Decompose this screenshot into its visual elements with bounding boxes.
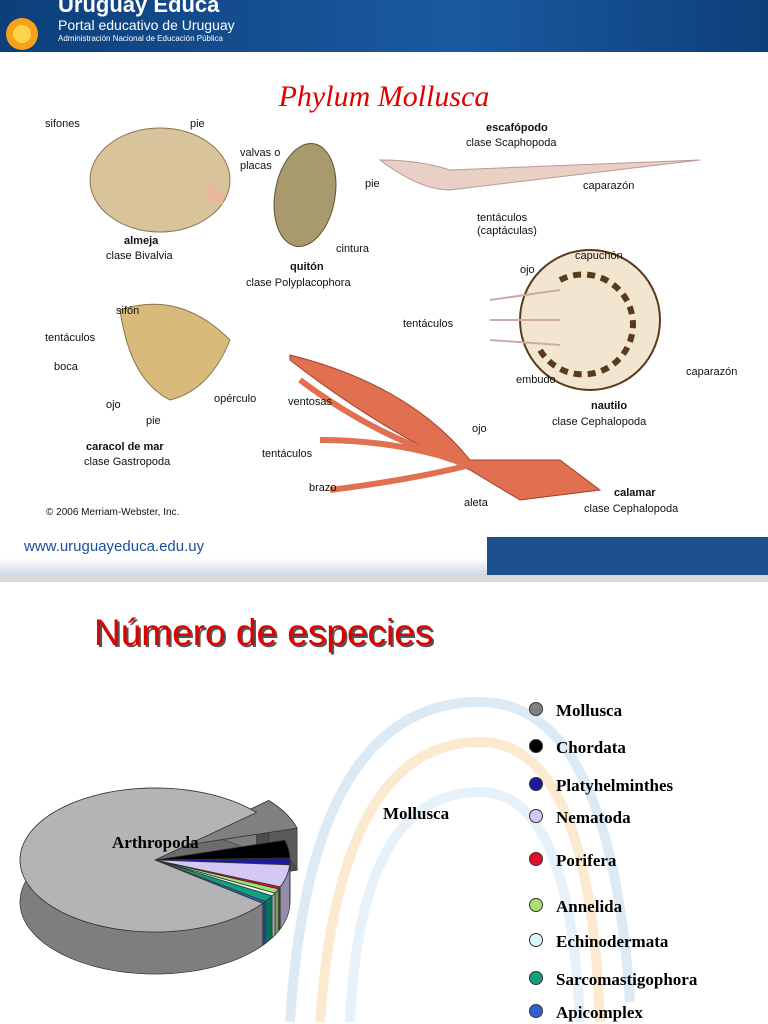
pie-slice: [19, 787, 264, 933]
label: pie: [146, 415, 161, 427]
label: ojo: [472, 423, 487, 435]
label: ojo: [106, 399, 121, 411]
slide-mollusca: Uruguay Educa Portal educativo de Urugua…: [0, 0, 768, 575]
legend-label: Echinodermata: [556, 932, 669, 951]
label: cintura: [336, 243, 370, 255]
label: caparazón: [583, 180, 635, 192]
legend-label: Porifera: [556, 851, 617, 870]
copyright: © 2006 Merriam-Webster, Inc.: [46, 507, 180, 518]
pie-side: [274, 888, 279, 936]
label: aleta: [464, 497, 488, 509]
label: nautilo: [591, 400, 628, 412]
pie-slice: [154, 859, 291, 888]
pie-side: [271, 892, 276, 939]
legend-marker: [529, 933, 543, 947]
label: clase Bivalvia: [106, 250, 173, 262]
slide-gap: [0, 575, 768, 582]
legend-label: Mollusca: [556, 701, 623, 720]
background-logo: [285, 696, 635, 1023]
legend-marker: [529, 1004, 543, 1018]
label: embudo: [516, 374, 556, 386]
label: boca: [54, 361, 78, 373]
legend-marker: [529, 852, 543, 866]
label: escafópodo: [486, 122, 548, 134]
label: almeja: [124, 235, 159, 247]
footer-bar: [487, 537, 768, 575]
legend-label: Chordata: [556, 738, 626, 757]
legend-label: Annelida: [556, 897, 623, 916]
brand: Uruguay Educa: [58, 0, 220, 17]
slide-chart: Número de especies Arthropoda Mollusca Mol…: [0, 582, 768, 1024]
logo-sun: [6, 18, 38, 50]
slice-label: Mollusca: [383, 804, 450, 823]
label: caracol de mar: [86, 441, 164, 453]
legend-marker: [529, 898, 543, 912]
label: clase Polyplacophora: [246, 277, 351, 289]
label: tentáculos: [403, 318, 454, 330]
legend-label: Sarcomastigophora: [556, 970, 698, 989]
label: clase Cephalopoda: [552, 416, 647, 428]
legend-label: Apicomplex: [556, 1003, 643, 1022]
header: Uruguay Educa Portal educativo de Urugua…: [0, 0, 768, 52]
pie-side: [262, 901, 266, 947]
illustration: [89, 127, 701, 501]
tagline: Portal educativo de Uruguay: [58, 17, 235, 33]
chart-title: Número de especies: [94, 612, 434, 653]
label: pie: [190, 118, 205, 130]
label: tentáculos: [45, 332, 96, 344]
label: pie: [365, 178, 380, 190]
label: clase Scaphopoda: [466, 137, 557, 149]
legend-marker: [529, 702, 543, 716]
label: tentáculos (captáculas): [477, 212, 537, 237]
label: opérculo: [214, 393, 257, 405]
legend-marker: [529, 739, 543, 753]
label: brazo: [309, 482, 337, 494]
label: sifón: [116, 305, 140, 317]
label: clase Gastropoda: [84, 456, 171, 468]
label: ojo: [520, 264, 535, 276]
legend-marker: [529, 777, 543, 791]
label: caparazón: [686, 366, 738, 378]
label: capuchón: [575, 250, 623, 262]
label: tentáculos: [262, 448, 313, 460]
url: www.uruguayeduca.edu.uy: [24, 538, 205, 555]
label: valvas o placas: [240, 147, 281, 172]
label: ventosas: [288, 396, 333, 408]
legend-label: Platyhelminthes: [556, 776, 673, 795]
footer-fade: [0, 558, 487, 575]
agency: Administración Nacional de Educación Púb…: [58, 34, 223, 43]
pie-side: [264, 895, 273, 945]
slide-title: Phylum Mollusca: [278, 80, 490, 113]
label: clase Cephalopoda: [584, 503, 679, 515]
label: calamar: [614, 487, 656, 499]
legend-marker: [529, 809, 543, 823]
chart: Arthropoda Mollusca Mollusca Chordata Platyh…: [19, 696, 698, 1023]
legend-marker: [529, 971, 543, 985]
pie-slice: [154, 839, 291, 861]
slice-label: Arthropoda: [112, 833, 199, 852]
label: quitón: [290, 261, 324, 273]
label: sifones: [45, 118, 80, 130]
legend-label: Nematoda: [556, 808, 631, 827]
